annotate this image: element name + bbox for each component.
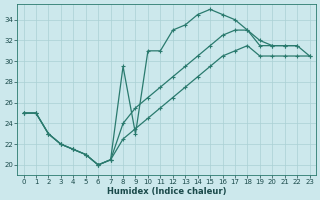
X-axis label: Humidex (Indice chaleur): Humidex (Indice chaleur) [107, 187, 226, 196]
